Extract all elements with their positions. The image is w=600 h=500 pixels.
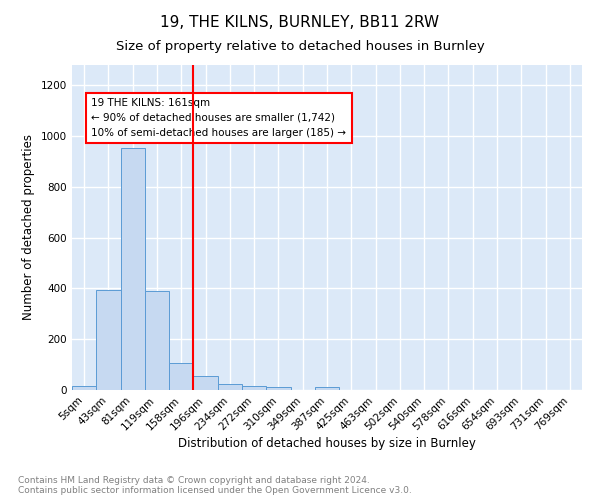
Text: Size of property relative to detached houses in Burnley: Size of property relative to detached ho… xyxy=(116,40,484,53)
X-axis label: Distribution of detached houses by size in Burnley: Distribution of detached houses by size … xyxy=(178,438,476,450)
Y-axis label: Number of detached properties: Number of detached properties xyxy=(22,134,35,320)
Bar xyxy=(218,384,242,390)
Bar xyxy=(96,290,121,390)
Bar xyxy=(193,376,218,390)
Bar xyxy=(121,148,145,390)
Bar xyxy=(72,386,96,390)
Bar xyxy=(266,386,290,390)
Bar xyxy=(145,291,169,390)
Text: 19 THE KILNS: 161sqm
← 90% of detached houses are smaller (1,742)
10% of semi-de: 19 THE KILNS: 161sqm ← 90% of detached h… xyxy=(91,98,346,138)
Text: 19, THE KILNS, BURNLEY, BB11 2RW: 19, THE KILNS, BURNLEY, BB11 2RW xyxy=(160,15,440,30)
Bar xyxy=(315,386,339,390)
Bar xyxy=(169,364,193,390)
Bar xyxy=(242,386,266,390)
Text: Contains HM Land Registry data © Crown copyright and database right 2024.
Contai: Contains HM Land Registry data © Crown c… xyxy=(18,476,412,495)
